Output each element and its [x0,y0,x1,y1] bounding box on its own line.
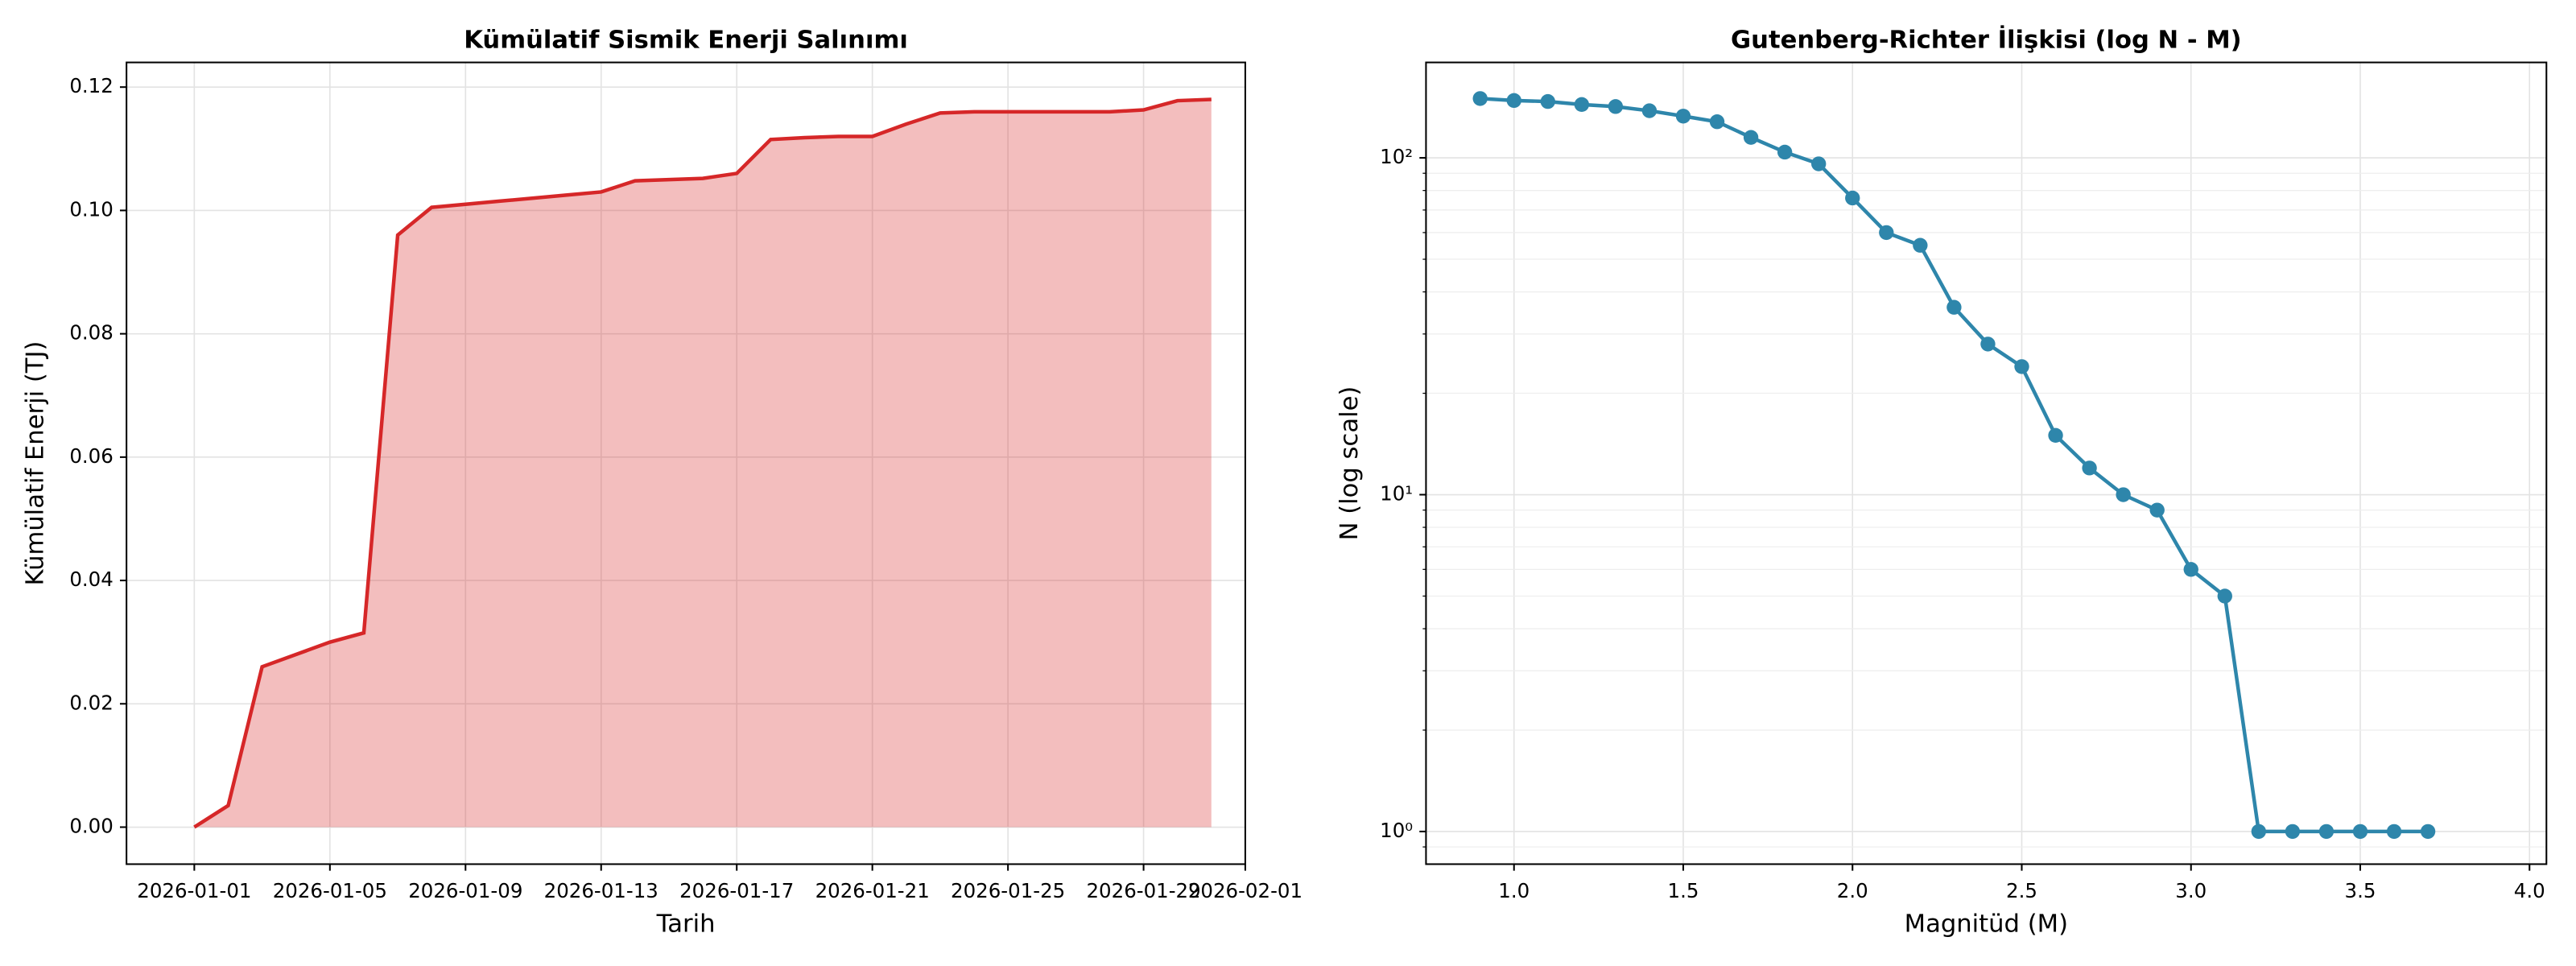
y-axis-label: N (log scale) [1335,386,1364,541]
x-tick-label: 2026-01-21 [815,879,930,902]
chart-title: Gutenberg-Richter İlişkisi (log N - M) [1731,26,2242,55]
marker [2116,487,2131,502]
x-tick-label: 1.0 [1498,879,1530,902]
marker [1913,237,1928,253]
line [1480,97,2429,834]
x-tick-label: 4.0 [2514,879,2545,902]
marker [1777,144,1793,160]
marker [2251,824,2267,840]
y-tick-label: 10⁰ [1380,819,1413,842]
x-tick-label: 2026-01-05 [273,879,387,902]
marker [2014,359,2029,374]
x-tick-label: 3.5 [2345,879,2376,902]
marker [1980,336,1996,352]
marker [2318,824,2334,840]
marker [1675,109,1691,124]
x-axis-label: Magnitüd (M) [1905,910,2068,938]
marker [1506,93,1521,109]
y-tick-label: 0.00 [69,815,113,838]
marker [2082,460,2097,476]
x-tick-label: 2026-01-01 [137,879,251,902]
marker [2217,588,2232,604]
y-tick-label: 0.02 [69,691,113,714]
y-tick-label: 0.12 [69,74,113,97]
y-tick-label: 0.06 [69,444,113,468]
marker [1879,225,1894,241]
marker [2149,502,2165,518]
marker [1743,130,1759,145]
x-tick-label: 2026-01-25 [951,879,1065,902]
marker [2048,427,2063,444]
marker [1811,156,1827,171]
marker [1608,99,1624,114]
chart-title: Kümülatif Sismik Enerji Salınımı [464,27,908,55]
marker [2352,824,2368,840]
y-tick-label: 0.10 [69,197,113,221]
line [193,97,1212,829]
x-tick-label: 3.0 [2175,879,2207,902]
marker [1472,91,1488,106]
x-tick-label: 2026-01-17 [679,879,794,902]
x-tick-label: 2026-02-01 [1188,879,1302,902]
y-tick-label: 10¹ [1380,482,1413,506]
marker [2183,562,2198,577]
marker [1709,114,1725,130]
x-tick-label: 2026-01-09 [408,879,522,902]
marker [2386,824,2402,840]
x-axis-label: Tarih [656,910,716,938]
marker [1845,190,1860,206]
y-tick-label: 0.08 [69,321,113,345]
x-tick-label: 2026-01-29 [1086,879,1200,902]
x-tick-label: 2.0 [1837,879,1868,902]
y-tick-label: 10² [1380,145,1413,168]
area [194,99,1212,828]
x-tick-label: 2026-01-13 [544,879,658,902]
y-tick-label: 0.04 [69,568,113,591]
marker [1641,103,1657,118]
x-tick-label: 1.5 [1668,879,1699,902]
plot-frame [1425,61,2548,865]
marker [1540,93,1555,109]
marker [2285,824,2301,840]
marker [1946,299,1962,315]
marker [1574,97,1590,113]
plot-frame [126,61,1246,865]
marker [2420,824,2436,840]
y-axis-label: Kümülatif Enerji (TJ) [21,341,49,586]
x-tick-label: 2.5 [2006,879,2037,902]
